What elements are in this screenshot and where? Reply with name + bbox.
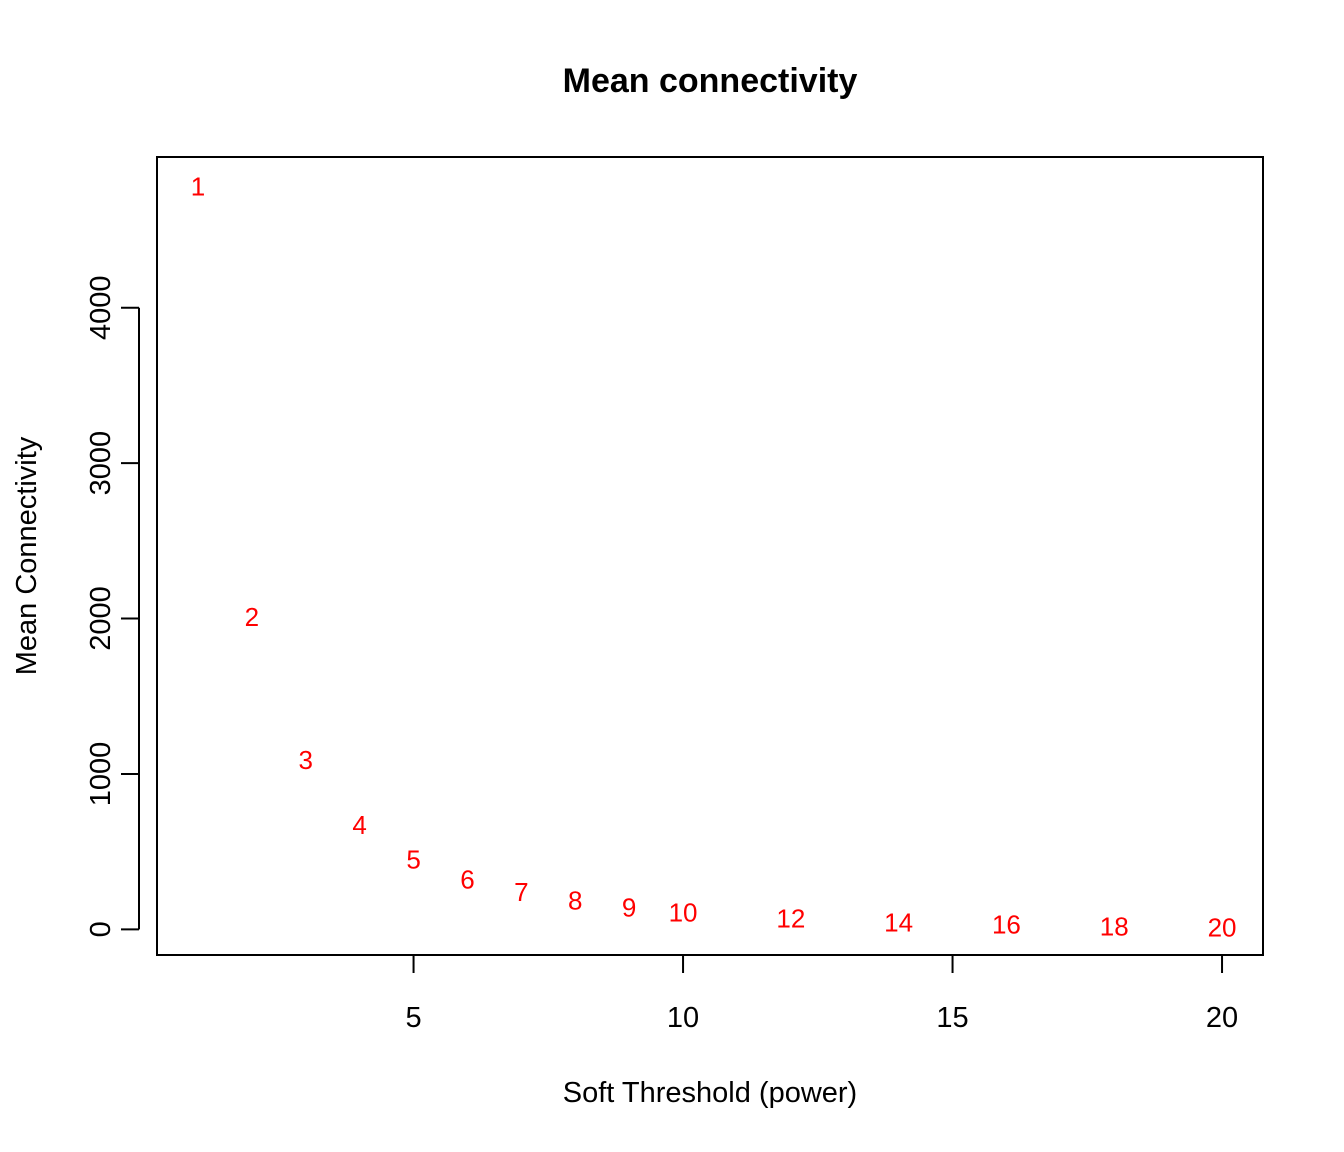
data-point-label: 12 bbox=[776, 903, 805, 933]
y-tick-label: 2000 bbox=[85, 586, 117, 651]
x-axis: 5 10 15 20 bbox=[405, 954, 1238, 1034]
x-tick-label: 15 bbox=[936, 1002, 968, 1034]
data-point-label: 16 bbox=[992, 910, 1021, 940]
data-point-label: 14 bbox=[884, 907, 913, 937]
data-point-label: 1 bbox=[191, 172, 205, 202]
data-point-label: 20 bbox=[1208, 912, 1237, 942]
y-tick-label: 1000 bbox=[85, 742, 117, 807]
y-axis: 0 1000 2000 3000 4000 bbox=[85, 275, 140, 937]
y-tick-label: 4000 bbox=[85, 275, 117, 340]
data-point-label: 3 bbox=[299, 745, 313, 775]
data-point-label: 18 bbox=[1100, 911, 1129, 941]
plot-frame bbox=[156, 156, 1264, 956]
data-point-label: 8 bbox=[568, 886, 582, 916]
x-tick-label: 5 bbox=[405, 1002, 421, 1034]
y-axis-label: Mean Connectivity bbox=[11, 436, 43, 675]
data-point-label: 5 bbox=[406, 844, 420, 874]
data-point-label: 4 bbox=[352, 810, 366, 840]
data-point-label: 2 bbox=[245, 602, 259, 632]
data-point-label: 10 bbox=[669, 897, 698, 927]
chart-title: Mean connectivity bbox=[563, 62, 858, 100]
data-point-label: 9 bbox=[622, 893, 636, 923]
data-point-label: 7 bbox=[514, 877, 528, 907]
y-tick-label: 0 bbox=[85, 921, 117, 937]
y-tick-label: 3000 bbox=[85, 431, 117, 496]
x-tick-label: 10 bbox=[667, 1002, 699, 1034]
x-axis-label: Soft Threshold (power) bbox=[563, 1077, 857, 1109]
x-tick-label: 20 bbox=[1206, 1002, 1238, 1034]
data-point-label: 6 bbox=[460, 865, 474, 895]
